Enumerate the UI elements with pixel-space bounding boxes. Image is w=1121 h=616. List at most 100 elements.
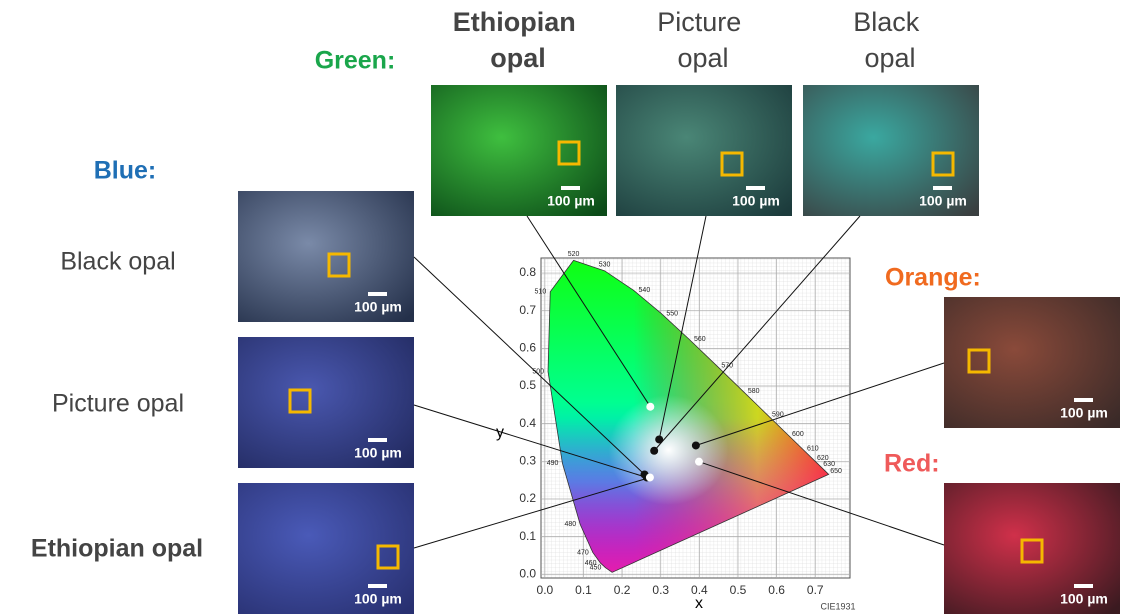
wavelength-label: 460 (585, 560, 597, 567)
x-tick-label: 0.1 (575, 583, 592, 597)
y-tick-label: 0.1 (519, 529, 536, 543)
connector (653, 215, 861, 452)
y-tick-label: 0.2 (519, 491, 536, 505)
connector (413, 256, 645, 475)
scale-bar (368, 438, 387, 442)
wavelength-label: 520 (568, 251, 580, 258)
scale-bar-label: 100 µm (1060, 405, 1108, 421)
wavelength-label: 600 (792, 431, 804, 438)
wavelength-label: 580 (748, 388, 760, 395)
scale-bar-label: 100 µm (354, 591, 402, 607)
scale-bar (561, 186, 580, 190)
y-tick-label: 0.3 (519, 453, 536, 467)
locus-outline (547, 259, 830, 573)
wavelength-label: 610 (807, 445, 819, 452)
wavelength-label: 490 (547, 460, 559, 467)
y-tick-label: 0.7 (519, 303, 536, 317)
x-tick-label: 0.7 (807, 583, 824, 597)
photo (803, 85, 979, 216)
point (694, 457, 703, 466)
y-tick-label: 0.8 (519, 265, 536, 279)
sample-label: Picture opal (52, 390, 184, 418)
x-tick-label: 0.3 (652, 583, 669, 597)
wavelength-label: 570 (721, 362, 733, 369)
connector (658, 215, 707, 440)
wavelength-label: 650 (830, 468, 842, 475)
x-tick-label: 0.6 (768, 583, 785, 597)
scale-bar (368, 584, 387, 588)
photo (944, 297, 1120, 428)
connector (698, 461, 945, 546)
scale-bar-label: 100 µm (354, 445, 402, 461)
sample-label-line: opal (864, 43, 915, 73)
y-tick-label: 0.4 (519, 416, 536, 430)
region-marker (288, 388, 312, 414)
scale-bar (746, 186, 765, 190)
photo (238, 337, 414, 468)
point (645, 473, 654, 482)
wavelength-label: 500 (532, 368, 544, 375)
wavelength-label: 630 (823, 461, 835, 468)
y-tick-label: 0.0 (519, 566, 536, 580)
photo (238, 191, 414, 322)
wavelength-label: 560 (694, 336, 706, 343)
wavelength-label: 540 (639, 287, 651, 294)
sample-label-line: Picture (657, 7, 749, 37)
photo (238, 483, 414, 614)
scale-bar-label: 100 µm (354, 299, 402, 315)
photo (944, 483, 1120, 614)
point (691, 441, 700, 450)
region-marker (376, 544, 400, 570)
gamut-white (608, 395, 729, 505)
connector (526, 215, 651, 407)
wavelength-label: 550 (666, 310, 678, 317)
wavelength-label: 510 (535, 289, 547, 296)
sample-label: Ethiopian opal (31, 535, 203, 563)
photo (616, 85, 792, 216)
x-axis-label: x (695, 595, 703, 612)
scale-bar (1074, 584, 1093, 588)
group-label: Orange: (885, 264, 981, 292)
group-label: Blue: (94, 157, 157, 185)
wavelength-label: 530 (599, 262, 611, 269)
x-tick-label: 0.5 (730, 583, 747, 597)
region-marker (967, 348, 991, 374)
wavelength-label: 620 (817, 455, 829, 462)
wavelength-label: 590 (772, 411, 784, 418)
sample-label: Black opal (853, 7, 927, 73)
sample-label-line: Ethiopian (453, 7, 584, 37)
y-tick-label: 0.5 (519, 378, 536, 392)
x-tick-label: 0.2 (614, 583, 631, 597)
y-tick-label: 0.6 (519, 341, 536, 355)
sample-label-line: opal (677, 43, 728, 73)
region-marker (327, 252, 351, 278)
scale-bar-label: 100 µm (732, 193, 780, 209)
wavelength-label: 450 (590, 564, 602, 571)
scale-bar (1074, 398, 1093, 402)
scale-bar (933, 186, 952, 190)
sample-label: Ethiopian opal (453, 7, 584, 73)
scale-bar-label: 100 µm (919, 193, 967, 209)
wavelength-label: 470 (577, 549, 589, 556)
connector (695, 362, 945, 446)
sample-label-line: Black (853, 7, 927, 37)
x-tick-label: 0.4 (691, 583, 708, 597)
scale-bar-label: 100 µm (547, 193, 595, 209)
y-axis-label: y (496, 424, 504, 441)
point (650, 446, 659, 455)
point (646, 402, 655, 411)
sample-label: Picture opal (657, 7, 749, 73)
point (655, 435, 664, 444)
connector (413, 404, 647, 478)
x-tick-label: 0.0 (537, 583, 554, 597)
wavelength-label: 480 (564, 521, 576, 528)
sample-label: Black opal (60, 248, 175, 276)
region-marker (1020, 538, 1044, 564)
connector (413, 477, 651, 549)
group-label: Green: (315, 47, 396, 75)
sample-label-line: opal (490, 43, 546, 73)
scale-bar (368, 292, 387, 296)
region-marker (557, 140, 581, 166)
scale-bar-label: 100 µm (1060, 591, 1108, 607)
